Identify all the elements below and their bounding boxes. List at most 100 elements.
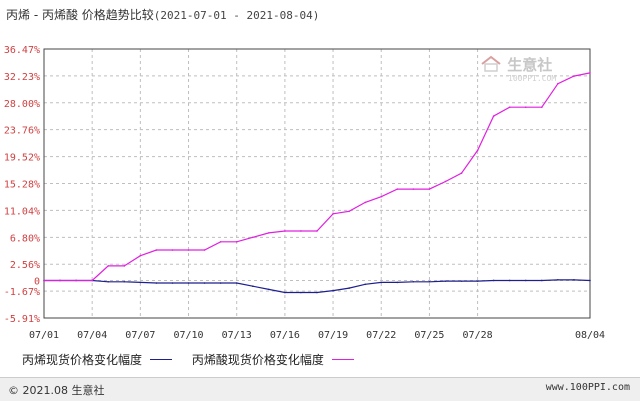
x-tick-label: 07/04 <box>77 330 107 341</box>
data-point <box>428 280 431 283</box>
y-tick-label: 0 <box>34 276 40 287</box>
y-tick-label: 15.28% <box>4 180 40 191</box>
data-point <box>203 282 206 284</box>
legend-label-propylene: 丙烯现货价格变化幅度 <box>22 353 143 367</box>
data-point <box>284 291 286 294</box>
data-point <box>203 249 206 251</box>
y-tick-label: -5.91% <box>4 314 40 325</box>
data-point <box>557 279 559 281</box>
data-point <box>171 282 174 284</box>
series-line-acrylic-acid <box>44 72 591 282</box>
x-tick-label: 07/13 <box>222 330 252 341</box>
footer-bar: © 2021.08 生意社 www.100PPI.com <box>0 377 640 401</box>
x-tick-label: 07/16 <box>270 330 300 341</box>
x-tick-label: 07/22 <box>366 330 396 341</box>
data-point <box>316 291 318 294</box>
legend-item-propylene: 丙烯现货价格变化幅度 <box>22 351 173 368</box>
data-point <box>171 249 174 251</box>
data-point <box>316 230 318 232</box>
legend-label-acrylic-acid: 丙烯酸现货价格变化幅度 <box>191 353 324 367</box>
data-point <box>557 82 559 85</box>
y-tick-label: 36.47% <box>4 45 40 56</box>
y-tick-label: 28.00% <box>4 99 40 110</box>
plot-area-border <box>43 48 591 319</box>
data-point <box>251 285 254 287</box>
data-point <box>91 279 93 282</box>
data-point <box>268 232 270 234</box>
data-point <box>187 249 190 251</box>
data-point <box>460 172 463 175</box>
data-point <box>107 280 110 283</box>
data-point <box>364 283 366 286</box>
data-point <box>428 188 431 190</box>
x-tick-label: 08/04 <box>575 330 605 341</box>
data-point <box>380 195 383 198</box>
y-tick-label: 11.04% <box>4 206 40 217</box>
data-point <box>59 279 61 282</box>
data-point <box>524 279 527 282</box>
x-tick-label: 07/07 <box>125 330 155 341</box>
x-tick-label: 07/19 <box>318 330 348 341</box>
data-point <box>476 149 479 152</box>
data-point <box>155 249 158 251</box>
data-point <box>75 279 77 282</box>
legend-swatch-propylene <box>150 359 173 360</box>
x-tick-label: 07/28 <box>463 330 493 341</box>
data-point <box>364 201 366 204</box>
x-tick-label: 07/25 <box>414 330 444 341</box>
legend-item-acrylic-acid: 丙烯酸现货价格变化幅度 <box>192 351 354 368</box>
data-point <box>235 240 238 243</box>
data-point <box>235 282 238 284</box>
data-point <box>300 291 302 294</box>
data-point <box>396 281 399 284</box>
data-point <box>444 180 447 183</box>
data-point <box>348 210 350 213</box>
watermark-site: 100PPI.COM <box>508 74 557 83</box>
data-point <box>573 279 575 281</box>
watermark-brand: 生意社 <box>507 56 553 74</box>
y-tick-label: 32.23% <box>4 72 40 83</box>
y-tick-label: 23.76% <box>4 126 40 137</box>
data-point <box>573 75 575 77</box>
y-tick-label: -1.67% <box>4 287 40 298</box>
data-point <box>155 282 158 284</box>
title-main: 丙烯 - 丙烯酸 价格趋势比较 <box>6 8 154 22</box>
title-range: (2021-07-01 - 2021-08-04) <box>153 9 320 22</box>
data-point <box>43 279 45 282</box>
data-point <box>541 106 543 109</box>
data-point <box>412 280 415 283</box>
data-point <box>460 280 463 282</box>
y-tick-label: 6.80% <box>10 233 40 244</box>
data-point <box>396 188 399 190</box>
data-point <box>508 106 511 109</box>
data-point <box>300 230 302 232</box>
data-point <box>412 188 415 190</box>
data-point <box>268 288 270 291</box>
data-point <box>219 240 222 243</box>
data-point <box>541 279 543 282</box>
data-point <box>589 72 591 74</box>
data-point <box>492 279 495 282</box>
x-tick-label: 07/10 <box>173 330 203 341</box>
data-point <box>187 282 190 284</box>
data-point <box>524 106 527 109</box>
footer-url: www.100PPI.com <box>545 382 630 393</box>
data-point <box>139 254 142 257</box>
footer-copyright: © 2021.08 生意社 <box>8 384 105 397</box>
data-point <box>139 281 142 284</box>
data-point <box>123 280 126 283</box>
data-point <box>476 280 479 282</box>
chart-title: 丙烯 - 丙烯酸 价格趋势比较(2021-07-01 - 2021-08-04) <box>6 6 319 23</box>
house-icon <box>481 55 501 72</box>
legend-swatch-acrylic-acid <box>331 359 354 360</box>
x-tick-label: 07/01 <box>29 330 59 341</box>
y-tick-label: 19.52% <box>4 153 40 164</box>
data-point <box>332 289 334 292</box>
y-tick-label: 2.56% <box>10 260 40 271</box>
chart-legend: 丙烯现货价格变化幅度 丙烯酸现货价格变化幅度 <box>22 351 370 368</box>
data-point <box>380 281 383 284</box>
data-point <box>492 115 495 117</box>
data-point <box>123 265 126 267</box>
